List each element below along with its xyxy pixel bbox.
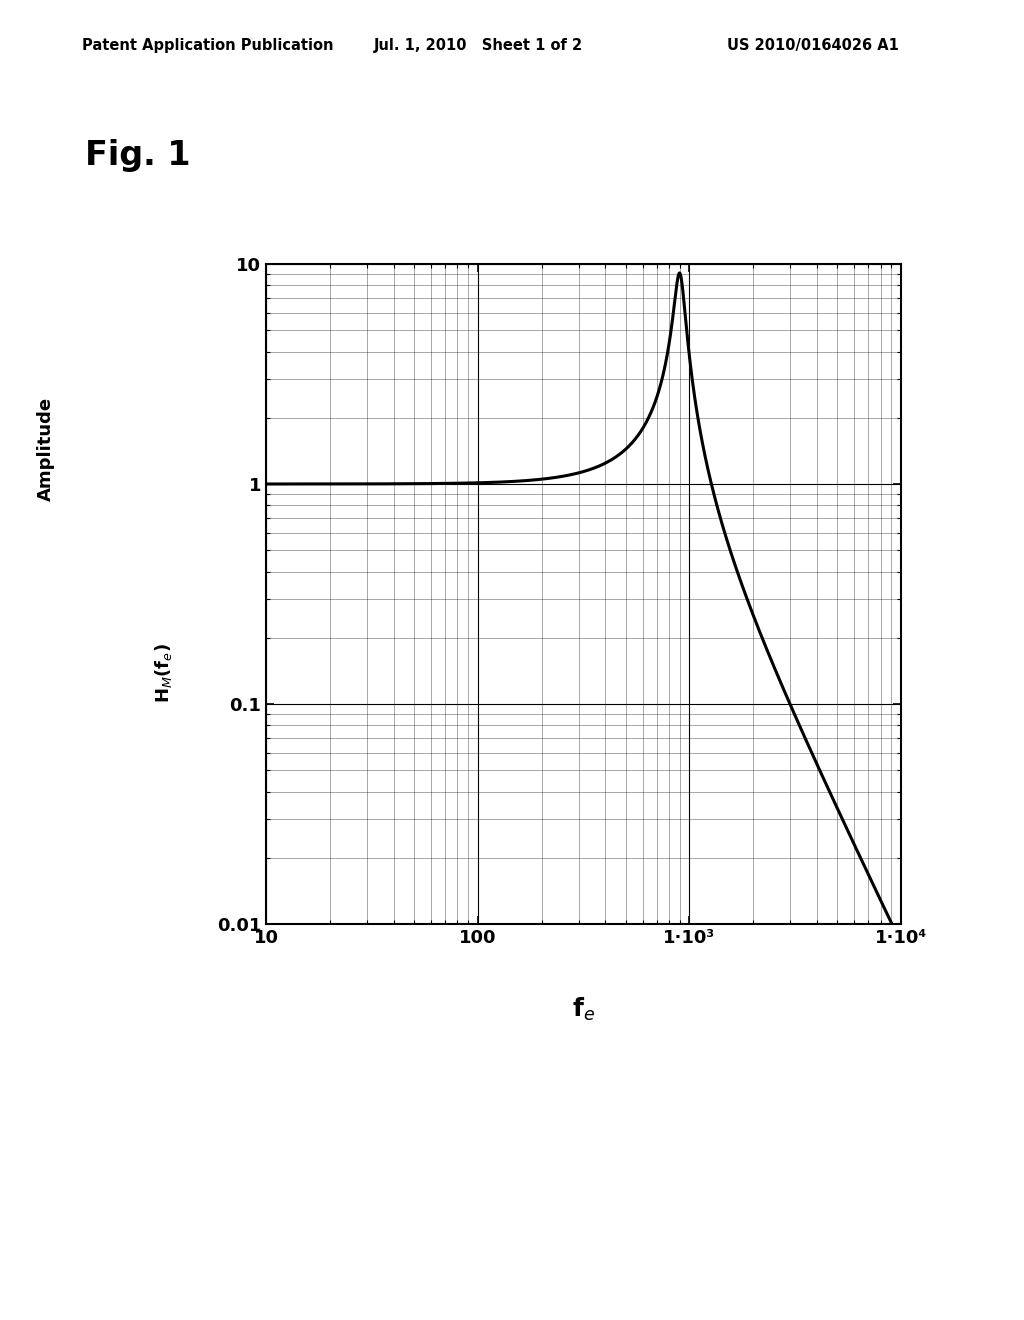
Text: f$_e$: f$_e$	[572, 997, 595, 1023]
Text: Patent Application Publication: Patent Application Publication	[82, 38, 334, 53]
Text: H$_M$(f$_e$): H$_M$(f$_e$)	[154, 643, 174, 704]
Text: Amplitude: Amplitude	[37, 397, 55, 500]
Text: US 2010/0164026 A1: US 2010/0164026 A1	[727, 38, 899, 53]
Text: Jul. 1, 2010   Sheet 1 of 2: Jul. 1, 2010 Sheet 1 of 2	[374, 38, 583, 53]
Text: Fig. 1: Fig. 1	[85, 139, 190, 172]
